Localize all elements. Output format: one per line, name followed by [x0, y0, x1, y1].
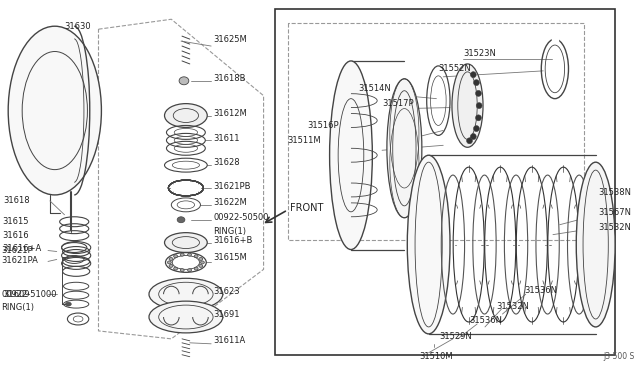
Ellipse shape [188, 269, 191, 272]
Text: 31623: 31623 [213, 287, 240, 296]
Text: 31621P: 31621P [1, 246, 33, 255]
Text: 31567N: 31567N [598, 208, 632, 217]
Text: 31691: 31691 [213, 310, 239, 318]
Text: 31516P: 31516P [307, 121, 339, 130]
Ellipse shape [452, 64, 483, 147]
Ellipse shape [576, 162, 615, 327]
Ellipse shape [199, 257, 203, 260]
Text: 31609: 31609 [3, 290, 30, 299]
Ellipse shape [177, 217, 185, 223]
Text: 31625M: 31625M [213, 35, 247, 44]
Text: 31514N: 31514N [359, 84, 392, 93]
Ellipse shape [387, 79, 422, 218]
Ellipse shape [180, 253, 184, 256]
Text: 31517P: 31517P [382, 99, 413, 108]
Text: 31615M: 31615M [213, 253, 247, 262]
Ellipse shape [149, 301, 223, 333]
Ellipse shape [149, 278, 223, 310]
Ellipse shape [8, 26, 101, 195]
Ellipse shape [179, 77, 189, 85]
Text: 31612M: 31612M [213, 109, 247, 118]
Ellipse shape [199, 264, 203, 267]
Text: RING(1): RING(1) [213, 227, 246, 236]
Text: 31621PA: 31621PA [1, 256, 38, 265]
Ellipse shape [476, 90, 481, 96]
Ellipse shape [188, 253, 191, 256]
Text: 31616: 31616 [3, 231, 29, 240]
Ellipse shape [474, 80, 479, 86]
Text: 31511M: 31511M [287, 136, 321, 145]
Ellipse shape [169, 257, 173, 260]
Text: 31611A: 31611A [213, 336, 245, 345]
Text: 31616+A: 31616+A [3, 244, 42, 253]
Text: 31532N: 31532N [598, 223, 632, 232]
Ellipse shape [200, 261, 204, 264]
Text: 31630: 31630 [65, 22, 91, 31]
Text: 31621PB: 31621PB [213, 182, 251, 190]
Text: 00922-51000: 00922-51000 [1, 290, 57, 299]
Ellipse shape [173, 255, 177, 258]
Text: 00922-50500: 00922-50500 [213, 213, 269, 222]
Text: 31622M: 31622M [213, 198, 247, 207]
Ellipse shape [476, 115, 481, 121]
Ellipse shape [470, 72, 476, 78]
Ellipse shape [168, 261, 172, 264]
Text: 31628: 31628 [213, 158, 240, 167]
Text: 31510M: 31510M [419, 352, 452, 361]
Text: FRONT: FRONT [290, 203, 323, 213]
Ellipse shape [65, 302, 71, 306]
Text: 31538N: 31538N [598, 189, 632, 198]
Text: 31532N: 31532N [497, 302, 529, 311]
Ellipse shape [470, 134, 476, 140]
Text: J3 500 S: J3 500 S [604, 352, 635, 361]
Text: 31618: 31618 [3, 196, 30, 205]
Ellipse shape [467, 138, 472, 144]
Ellipse shape [164, 232, 207, 253]
Bar [275, 9, 615, 355]
Ellipse shape [169, 264, 173, 267]
Ellipse shape [474, 126, 479, 132]
Text: 31618B: 31618B [213, 74, 246, 83]
Ellipse shape [194, 255, 198, 258]
Text: 31523N: 31523N [463, 48, 497, 58]
Text: 31616+B: 31616+B [213, 236, 252, 245]
Text: 31552N: 31552N [438, 64, 471, 73]
Text: RING(1): RING(1) [1, 302, 35, 312]
Ellipse shape [407, 155, 450, 334]
Text: 31615: 31615 [3, 217, 29, 226]
Text: 31611: 31611 [213, 134, 239, 143]
Text: 31536N: 31536N [525, 286, 558, 295]
Text: 31529N: 31529N [439, 332, 472, 341]
Text: 31536N: 31536N [469, 317, 502, 326]
Ellipse shape [180, 269, 184, 272]
Ellipse shape [476, 103, 482, 109]
Ellipse shape [194, 267, 198, 270]
Ellipse shape [164, 104, 207, 128]
Ellipse shape [173, 267, 177, 270]
Ellipse shape [330, 61, 372, 250]
